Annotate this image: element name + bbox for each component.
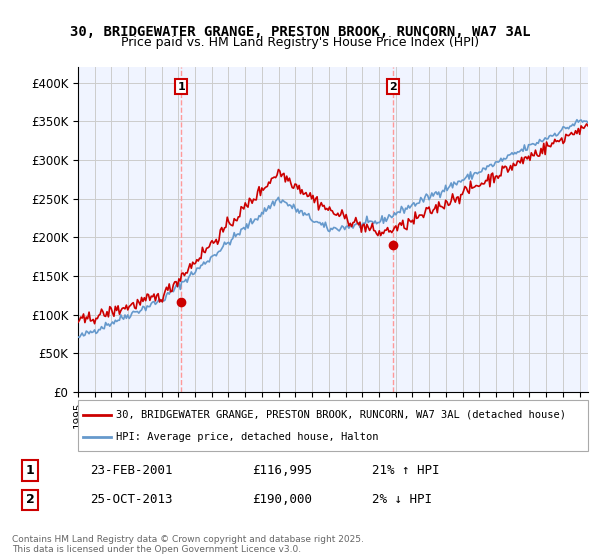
Text: 1: 1 <box>26 464 34 477</box>
FancyBboxPatch shape <box>78 400 588 451</box>
Text: 2: 2 <box>389 82 397 91</box>
Text: 25-OCT-2013: 25-OCT-2013 <box>90 493 173 506</box>
Text: HPI: Average price, detached house, Halton: HPI: Average price, detached house, Halt… <box>116 432 379 442</box>
Text: 30, BRIDGEWATER GRANGE, PRESTON BROOK, RUNCORN, WA7 3AL: 30, BRIDGEWATER GRANGE, PRESTON BROOK, R… <box>70 25 530 39</box>
Text: £190,000: £190,000 <box>252 493 312 506</box>
Text: £116,995: £116,995 <box>252 464 312 477</box>
Text: 2% ↓ HPI: 2% ↓ HPI <box>372 493 432 506</box>
Text: 23-FEB-2001: 23-FEB-2001 <box>90 464 173 477</box>
Text: Price paid vs. HM Land Registry's House Price Index (HPI): Price paid vs. HM Land Registry's House … <box>121 36 479 49</box>
Text: 30, BRIDGEWATER GRANGE, PRESTON BROOK, RUNCORN, WA7 3AL (detached house): 30, BRIDGEWATER GRANGE, PRESTON BROOK, R… <box>116 409 566 419</box>
Text: 21% ↑ HPI: 21% ↑ HPI <box>372 464 439 477</box>
Text: 1: 1 <box>177 82 185 91</box>
Text: 2: 2 <box>26 493 34 506</box>
Text: Contains HM Land Registry data © Crown copyright and database right 2025.
This d: Contains HM Land Registry data © Crown c… <box>12 535 364 554</box>
